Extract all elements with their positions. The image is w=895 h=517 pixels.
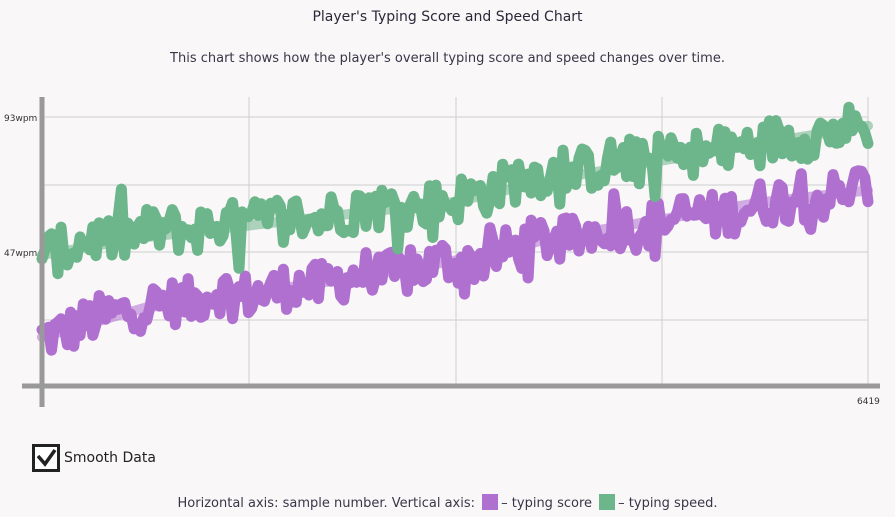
legend-score-label: – typing score [501,496,592,511]
chart-subtitle: This chart shows how the player's overal… [170,51,725,66]
checkmark-icon [36,448,57,467]
legend-speed-label: – typing speed. [618,496,718,511]
y-tick-label-top: 93wpm [4,114,37,124]
smooth-data-checkbox[interactable] [32,444,60,472]
chart-title: Player's Typing Score and Speed Chart [312,9,583,25]
x-tick-label-end: 6419 [857,397,880,407]
smooth-data-label: Smooth Data [64,450,156,466]
y-tick-label-mid: 47wpm [4,249,37,259]
score-series-line [36,165,874,356]
legend-speed-swatch [599,494,616,510]
legend-prefix: Horizontal axis: sample number. Vertical… [177,496,476,511]
typing-chart: 93wpm 47wpm 6419 [4,97,880,407]
smooth-data-toggle[interactable]: Smooth Data [32,444,156,472]
series-layer [36,101,874,356]
chart-legend: Horizontal axis: sample number. Vertical… [0,494,895,511]
speed-series-line [36,101,874,280]
legend-score-swatch [482,494,499,510]
